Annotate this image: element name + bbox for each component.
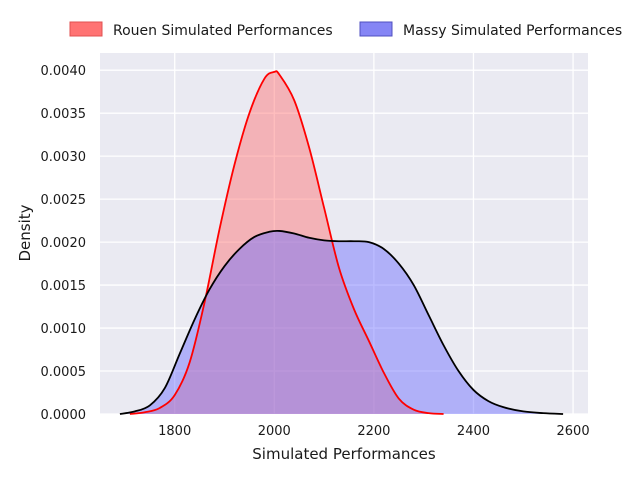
x-tick-label: 2400 [457, 424, 490, 439]
x-axis-label: Simulated Performances [252, 445, 436, 463]
y-tick-label: 0.0015 [41, 279, 87, 294]
legend: Rouen Simulated Performances Massy Simul… [69, 21, 622, 39]
legend-label-massy: Massy Simulated Performances [403, 23, 622, 39]
x-tick-labels: 1800 2000 2200 2400 2600 [158, 424, 589, 439]
density-line-rouen [129, 70, 444, 415]
density-fill-rouen [129, 71, 444, 414]
y-tick-label: 0.0040 [41, 64, 87, 79]
y-tick-label: 0.0020 [41, 236, 87, 251]
y-tick-label: 0.0000 [41, 408, 87, 423]
x-tick-label: 1800 [158, 424, 191, 439]
y-tick-labels: 0.0000 0.0005 0.0010 0.0015 0.0020 0.0025 0.00… [41, 64, 87, 423]
y-tick-label: 0.0035 [41, 107, 87, 122]
density-areas [119, 70, 564, 415]
y-tick-label: 0.0025 [41, 193, 87, 208]
legend-swatch-massy [359, 21, 393, 37]
x-tick-label: 2600 [557, 424, 590, 439]
y-tick-label: 0.0030 [41, 150, 87, 165]
legend-label-rouen: Rouen Simulated Performances [113, 23, 333, 39]
legend-swatch-rouen [69, 21, 103, 37]
density-fill-massy [119, 230, 564, 414]
y-tick-label: 0.0005 [41, 365, 87, 380]
y-tick-label: 0.0010 [41, 322, 87, 337]
x-tick-label: 2200 [357, 424, 390, 439]
x-tick-label: 2000 [258, 424, 291, 439]
y-axis-label: Density [16, 204, 34, 261]
density-line-massy [119, 229, 564, 415]
